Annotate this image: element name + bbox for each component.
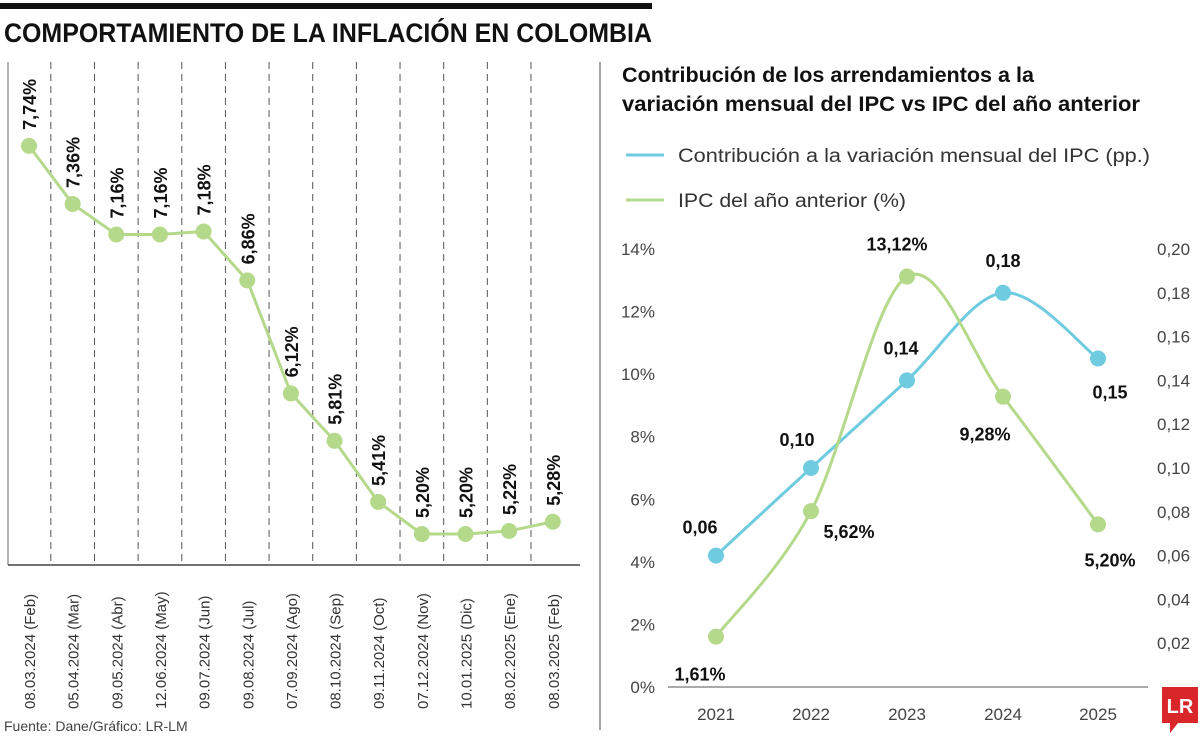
- y-right-tick-label: 0,18: [1157, 284, 1190, 303]
- data-label: 1,61%: [674, 665, 725, 685]
- data-label: 7,18%: [195, 164, 215, 215]
- main-title: COMPORTAMIENTO DE LA INFLACIÓN EN COLOMB…: [4, 17, 652, 48]
- data-label: 5,20%: [413, 467, 433, 518]
- data-label: 7,74%: [20, 79, 40, 130]
- x-tick-label: 2023: [888, 705, 926, 724]
- data-point: [899, 372, 915, 389]
- y-right-tick-label: 0,20: [1157, 240, 1190, 259]
- data-point: [108, 226, 125, 243]
- y-right-tick-label: 0,14: [1157, 371, 1190, 390]
- data-point: [803, 503, 819, 520]
- x-tick-label: 12.06.2024 (May): [153, 591, 170, 709]
- data-point: [457, 526, 474, 542]
- data-label: 5,62%: [823, 522, 874, 542]
- x-tick-label: 07.12.2024 (Nov): [415, 593, 432, 709]
- data-label: 0,10: [779, 430, 814, 450]
- data-point: [326, 432, 343, 449]
- data-label: 5,28%: [544, 455, 564, 506]
- x-tick-label: 2025: [1079, 705, 1117, 724]
- y-right-tick-label: 0,10: [1157, 459, 1190, 478]
- x-tick-label: 07.09.2024 (Ago): [284, 593, 301, 709]
- data-point: [64, 195, 81, 212]
- data-label: 7,36%: [64, 137, 84, 188]
- title-bar: [0, 3, 652, 9]
- data-point: [1090, 516, 1106, 533]
- data-point: [995, 388, 1011, 405]
- x-tick-label: 08.03.2024 (Feb): [22, 594, 39, 709]
- lr-logo: LR: [1162, 687, 1198, 733]
- data-label: 5,22%: [500, 464, 520, 515]
- x-tick-label: 2022: [792, 705, 830, 724]
- data-label: 7,16%: [107, 167, 127, 218]
- y-left-tick-label: 12%: [621, 303, 655, 322]
- data-point: [413, 526, 430, 542]
- svg-text:LR: LR: [1167, 696, 1194, 718]
- data-point: [151, 226, 168, 243]
- data-point: [995, 284, 1011, 301]
- data-point: [1090, 350, 1106, 367]
- y-left-tick-label: 0%: [630, 678, 655, 697]
- x-tick-label: 09.08.2024 (Jul): [240, 601, 257, 709]
- data-label: 0,15: [1092, 383, 1127, 403]
- right-chart: 0% 2% 4% 6% 8% 10% 12% 14% 0,02 0,04 0,06 0,08 0,10 0…: [621, 235, 1190, 724]
- left-chart: 7,74% 08.03.2024 (Feb) 7,36% 05.04.2024 (Ma…: [7, 62, 580, 709]
- series-line: [714, 272, 1100, 638]
- series-line: [714, 291, 1099, 557]
- y-left-tick-label: 6%: [630, 490, 655, 509]
- y-left-tick-label: 8%: [630, 428, 655, 447]
- y-right-tick-label: 0,02: [1157, 634, 1190, 653]
- data-point: [21, 137, 37, 154]
- x-tick-label: 09.11.2024 (Oct): [371, 598, 388, 709]
- x-tick-label: 08.10.2024 (Sep): [328, 593, 345, 709]
- data-label: 6,12%: [282, 326, 302, 377]
- x-tick-label: 05.04.2024 (Mar): [66, 594, 83, 709]
- x-tick-label: 09.05.2024 (Abr): [109, 596, 126, 709]
- data-point: [501, 522, 518, 539]
- data-label: 7,16%: [151, 167, 171, 218]
- data-label: 9,28%: [959, 425, 1010, 445]
- data-label: 5,20%: [457, 467, 477, 518]
- data-point: [803, 460, 819, 476]
- y-right-tick-label: 0,08: [1157, 503, 1190, 522]
- y-left-tick-label: 2%: [630, 615, 655, 634]
- data-point: [708, 547, 724, 564]
- y-left-tick-label: 10%: [621, 365, 655, 384]
- data-point: [708, 628, 724, 645]
- y-right-tick-label: 0,16: [1157, 328, 1190, 347]
- y-left-tick-label: 14%: [621, 240, 655, 259]
- source-note: Fuente: Dane/Gráfico: LR-LM: [4, 718, 188, 734]
- legend-label-blue: Contribución a la variación mensual del …: [678, 146, 1150, 167]
- data-label: 0,18: [985, 251, 1020, 271]
- data-point: [282, 385, 299, 402]
- data-point: [239, 272, 256, 289]
- data-label: 5,81%: [326, 374, 346, 425]
- x-tick-label: 10.01.2025 (Dic): [459, 598, 476, 709]
- right-chart-title-line-2: variación mensual del IPC vs IPC del año…: [622, 93, 1140, 116]
- x-tick-label: 08.03.2025 (Feb): [546, 594, 563, 709]
- legend-label-green: IPC del año anterior (%): [678, 191, 906, 212]
- legend: Contribución a la variación mensual del …: [626, 146, 1150, 212]
- data-point: [899, 268, 915, 285]
- data-point: [370, 493, 387, 510]
- data-point: [544, 513, 561, 530]
- data-label: 5,20%: [1084, 550, 1135, 570]
- x-tick-label: 09.07.2024 (Jun): [197, 596, 214, 709]
- data-label: 5,41%: [369, 435, 389, 486]
- data-point: [195, 223, 212, 240]
- x-tick-label: 08.02.2025 (Ene): [502, 593, 519, 709]
- y-right-tick-label: 0,12: [1157, 415, 1190, 434]
- data-label: 0,06: [682, 518, 717, 538]
- y-left-tick-label: 4%: [630, 553, 655, 572]
- x-tick-label: 2021: [697, 705, 735, 724]
- x-tick-label: 2024: [984, 705, 1022, 724]
- data-label: 13,12%: [866, 235, 927, 255]
- data-label: 0,14: [883, 338, 918, 358]
- right-chart-title-line-1: Contribución de los arrendamientos a la: [622, 64, 1034, 87]
- y-right-tick-label: 0,04: [1157, 590, 1190, 609]
- data-label: 6,86%: [238, 213, 258, 264]
- y-right-tick-label: 0,06: [1157, 547, 1190, 566]
